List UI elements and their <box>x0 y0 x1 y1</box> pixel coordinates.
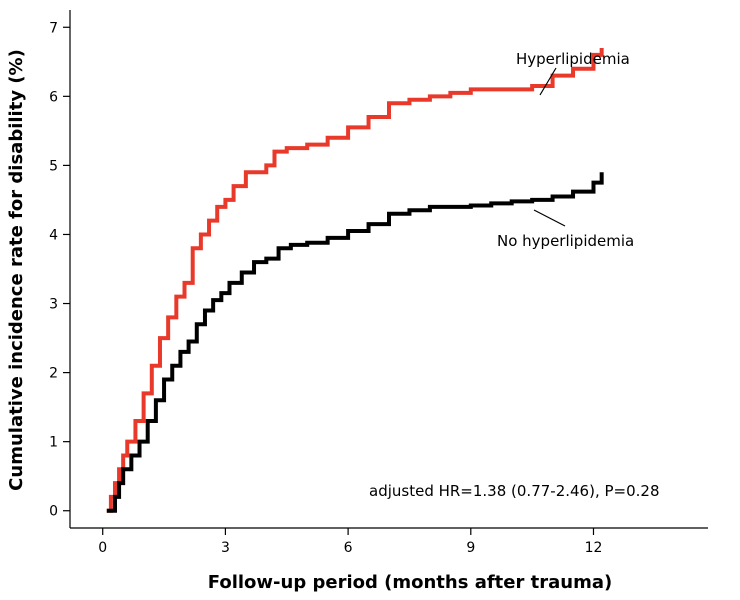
leader-line-no-hyperlipidemia <box>533 209 566 227</box>
y-tick-label: 4 <box>49 227 58 243</box>
y-axis-title: Cumulative incidence rate for disability… <box>6 49 27 491</box>
series-layer <box>106 47 604 513</box>
series-line-hyperlipidemia <box>106 47 604 513</box>
y-tick-label: 1 <box>49 435 58 451</box>
series-label-hyperlipidemia: Hyperlipidemia <box>516 50 630 68</box>
leader-line-hyperlipidemia <box>539 67 557 96</box>
series-line-no-hyperlipidemia <box>106 172 604 513</box>
y-tick-label: 7 <box>49 20 58 36</box>
y-tick-label: 6 <box>49 89 58 105</box>
hazard-ratio-annotation: adjusted HR=1.38 (0.77-2.46), P=0.28 <box>369 482 660 500</box>
y-tick-label: 5 <box>49 158 58 174</box>
y-tick-label: 3 <box>49 297 58 313</box>
x-axis-title: Follow-up period (months after trauma) <box>208 572 612 593</box>
series-label-no-hyperlipidemia: No hyperlipidemia <box>497 232 634 250</box>
x-tick-label: 9 <box>466 540 475 556</box>
x-tick-label: 12 <box>585 540 603 556</box>
x-tick-label: 3 <box>221 540 230 556</box>
y-tick-label: 2 <box>49 366 58 382</box>
x-tick-label: 0 <box>98 540 107 556</box>
y-tick-label: 0 <box>49 504 58 520</box>
x-tick-label: 6 <box>344 540 353 556</box>
